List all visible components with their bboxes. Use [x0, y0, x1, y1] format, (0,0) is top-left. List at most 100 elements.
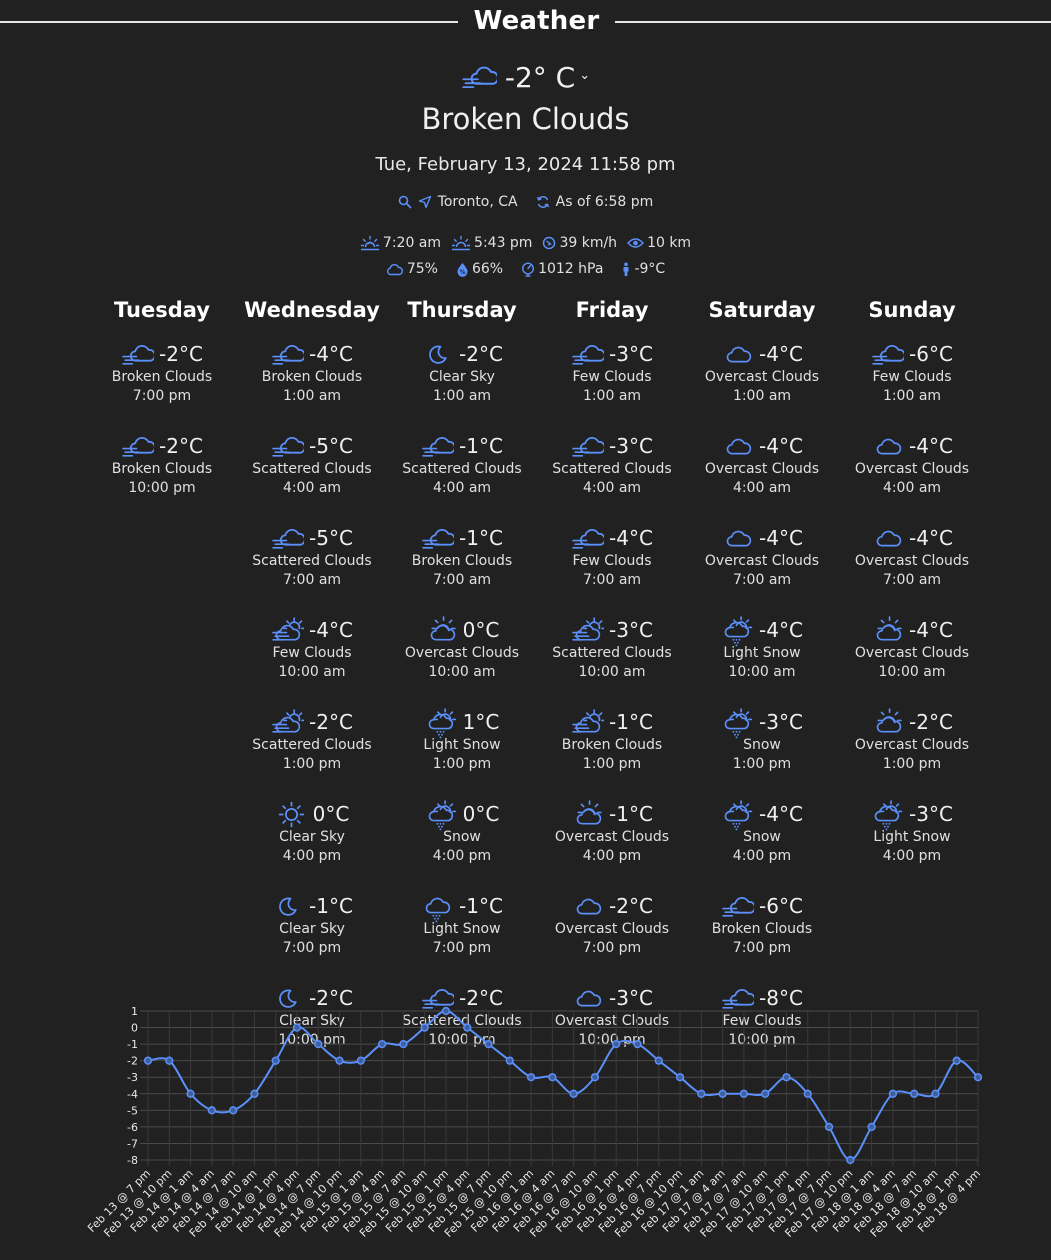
forecast-slot: -1°C Scattered Clouds 4:00 am [387, 430, 537, 512]
slot-temperature: -4°C [909, 618, 953, 642]
slot-temperature: -3°C [609, 342, 653, 366]
data-point [675, 1073, 685, 1082]
data-point [335, 1056, 344, 1065]
slot-temperature: -1°C [609, 710, 653, 734]
slot-temperature: -1°C [459, 434, 503, 458]
moon-icon [421, 338, 454, 371]
location-arrow-icon[interactable] [418, 195, 432, 209]
slot-time: 4:00 pm [582, 848, 642, 864]
slot-time: 10:00 am [428, 664, 496, 680]
slot-condition: Few Clouds [872, 369, 952, 385]
slot-temperature: 0°C [462, 802, 500, 826]
forecast-slot: 0°C Overcast Clouds 10:00 am [387, 614, 537, 696]
header-rule-right [615, 21, 1051, 23]
forecast-day-friday: Friday -3°C Few Clouds 1:00 am -3°C Scat… [537, 298, 687, 1064]
slot-time: 10:00 am [578, 664, 646, 680]
stats-row-1: 7:20 am 5:43 pm 39 km/h 10 km [0, 235, 1051, 251]
windy-cloud-icon [871, 338, 905, 371]
slot-time: 4:00 pm [732, 848, 792, 864]
slot-time: 7:00 am [432, 572, 492, 588]
temperature-series-line [147, 1009, 979, 1162]
forecast-slot: -6°C Few Clouds 1:00 am [837, 338, 987, 420]
slot-temperature: -6°C [759, 894, 803, 918]
data-point [186, 1089, 195, 1098]
data-point [165, 1056, 174, 1065]
forecast-slot: -4°C Snow 4:00 pm [687, 798, 837, 880]
cloud-icon [871, 430, 904, 463]
forecast-slot: -4°C Overcast Clouds 7:00 am [837, 522, 987, 604]
cloud-icon [721, 430, 754, 463]
day-name: Thursday [407, 298, 517, 322]
y-tick-label: 0 [131, 1022, 138, 1035]
location-row: Toronto, CA As of 6:58 pm [0, 194, 1051, 210]
data-point [484, 1039, 493, 1049]
day-name: Saturday [708, 298, 816, 322]
slot-condition: Overcast Clouds [704, 369, 820, 385]
forecast-slot: -4°C Few Clouds 10:00 am [237, 614, 387, 696]
slot-temperature: -2°C [309, 986, 353, 1010]
sun-windy-cloud-icon [571, 614, 605, 647]
slot-time: 1:00 pm [582, 756, 642, 772]
y-tick-label: -4 [127, 1088, 138, 1101]
day-name: Tuesday [114, 298, 210, 322]
slot-condition: Few Clouds [572, 369, 652, 385]
forecast-slot: -3°C Light Snow 4:00 pm [837, 798, 987, 880]
data-point [739, 1089, 749, 1098]
slot-temperature: 0°C [462, 618, 500, 642]
slot-temperature: -4°C [759, 802, 803, 826]
slot-condition: Clear Sky [429, 369, 495, 385]
forecast-day-wednesday: Wednesday -4°C Broken Clouds 1:00 am -5°… [237, 298, 387, 1064]
slot-condition: Broken Clouds [411, 553, 513, 569]
slot-time: 1:00 am [582, 388, 642, 404]
moon-icon [271, 982, 304, 1015]
data-point [761, 1089, 770, 1098]
slot-temperature: -4°C [309, 618, 353, 642]
slot-condition: Overcast Clouds [554, 921, 670, 937]
data-point [228, 1106, 238, 1115]
slot-temperature: -5°C [309, 434, 353, 458]
forecast-slot: -8°C Few Clouds 10:00 pm [687, 982, 837, 1064]
sunrise-time: 7:20 am [382, 235, 442, 251]
slot-condition: Broken Clouds [111, 369, 213, 385]
as-of-time: As of 6:58 pm [555, 194, 654, 210]
cloud-icon [871, 522, 904, 555]
slot-time: 1:00 pm [282, 756, 342, 772]
slot-condition: Overcast Clouds [854, 461, 970, 477]
data-point [143, 1056, 153, 1065]
slot-time: 7:00 am [282, 572, 342, 588]
unit-toggle-chevron-down-icon[interactable]: ⌄ [579, 67, 591, 83]
sun-snow-cloud-icon [425, 798, 458, 831]
forecast-day-tuesday: Tuesday -2°C Broken Clouds 7:00 pm -2°C … [87, 298, 237, 512]
windy-cloud-icon [121, 338, 155, 371]
slot-time: 7:00 pm [432, 940, 492, 956]
y-tick-label: -5 [127, 1104, 138, 1117]
sun-snow-cloud-icon [721, 798, 754, 831]
windy-cloud-icon [421, 430, 455, 463]
sun-snow-cloud-icon [871, 798, 904, 831]
forecast-slot: -3°C Scattered Clouds 4:00 am [537, 430, 687, 512]
windy-cloud-icon [571, 430, 605, 463]
data-point [718, 1089, 727, 1098]
slot-condition: Scattered Clouds [402, 1013, 522, 1029]
slot-time: 1:00 pm [882, 756, 942, 772]
slot-temperature: -4°C [609, 526, 653, 550]
slot-time: 7:00 pm [582, 940, 642, 956]
cloud-icon [571, 890, 604, 923]
slot-time: 4:00 am [582, 480, 642, 496]
slot-condition: Overcast Clouds [854, 645, 970, 661]
slot-time: 4:00 am [282, 480, 342, 496]
search-icon[interactable] [398, 195, 412, 209]
wind-speed: 39 km/h [559, 235, 618, 251]
data-point [463, 1023, 472, 1032]
data-point [377, 1039, 387, 1049]
data-point [292, 1023, 302, 1032]
day-name: Sunday [868, 298, 956, 322]
data-point [356, 1056, 365, 1065]
slot-temperature: -2°C [159, 342, 203, 366]
forecast-slot: -1°C Clear Sky 7:00 pm [237, 890, 387, 972]
sun-windy-cloud-icon [271, 706, 305, 739]
slot-time: 7:00 am [582, 572, 642, 588]
refresh-icon[interactable] [536, 195, 550, 209]
pressure-value: 1012 hPa [538, 261, 604, 277]
data-point [569, 1089, 578, 1098]
